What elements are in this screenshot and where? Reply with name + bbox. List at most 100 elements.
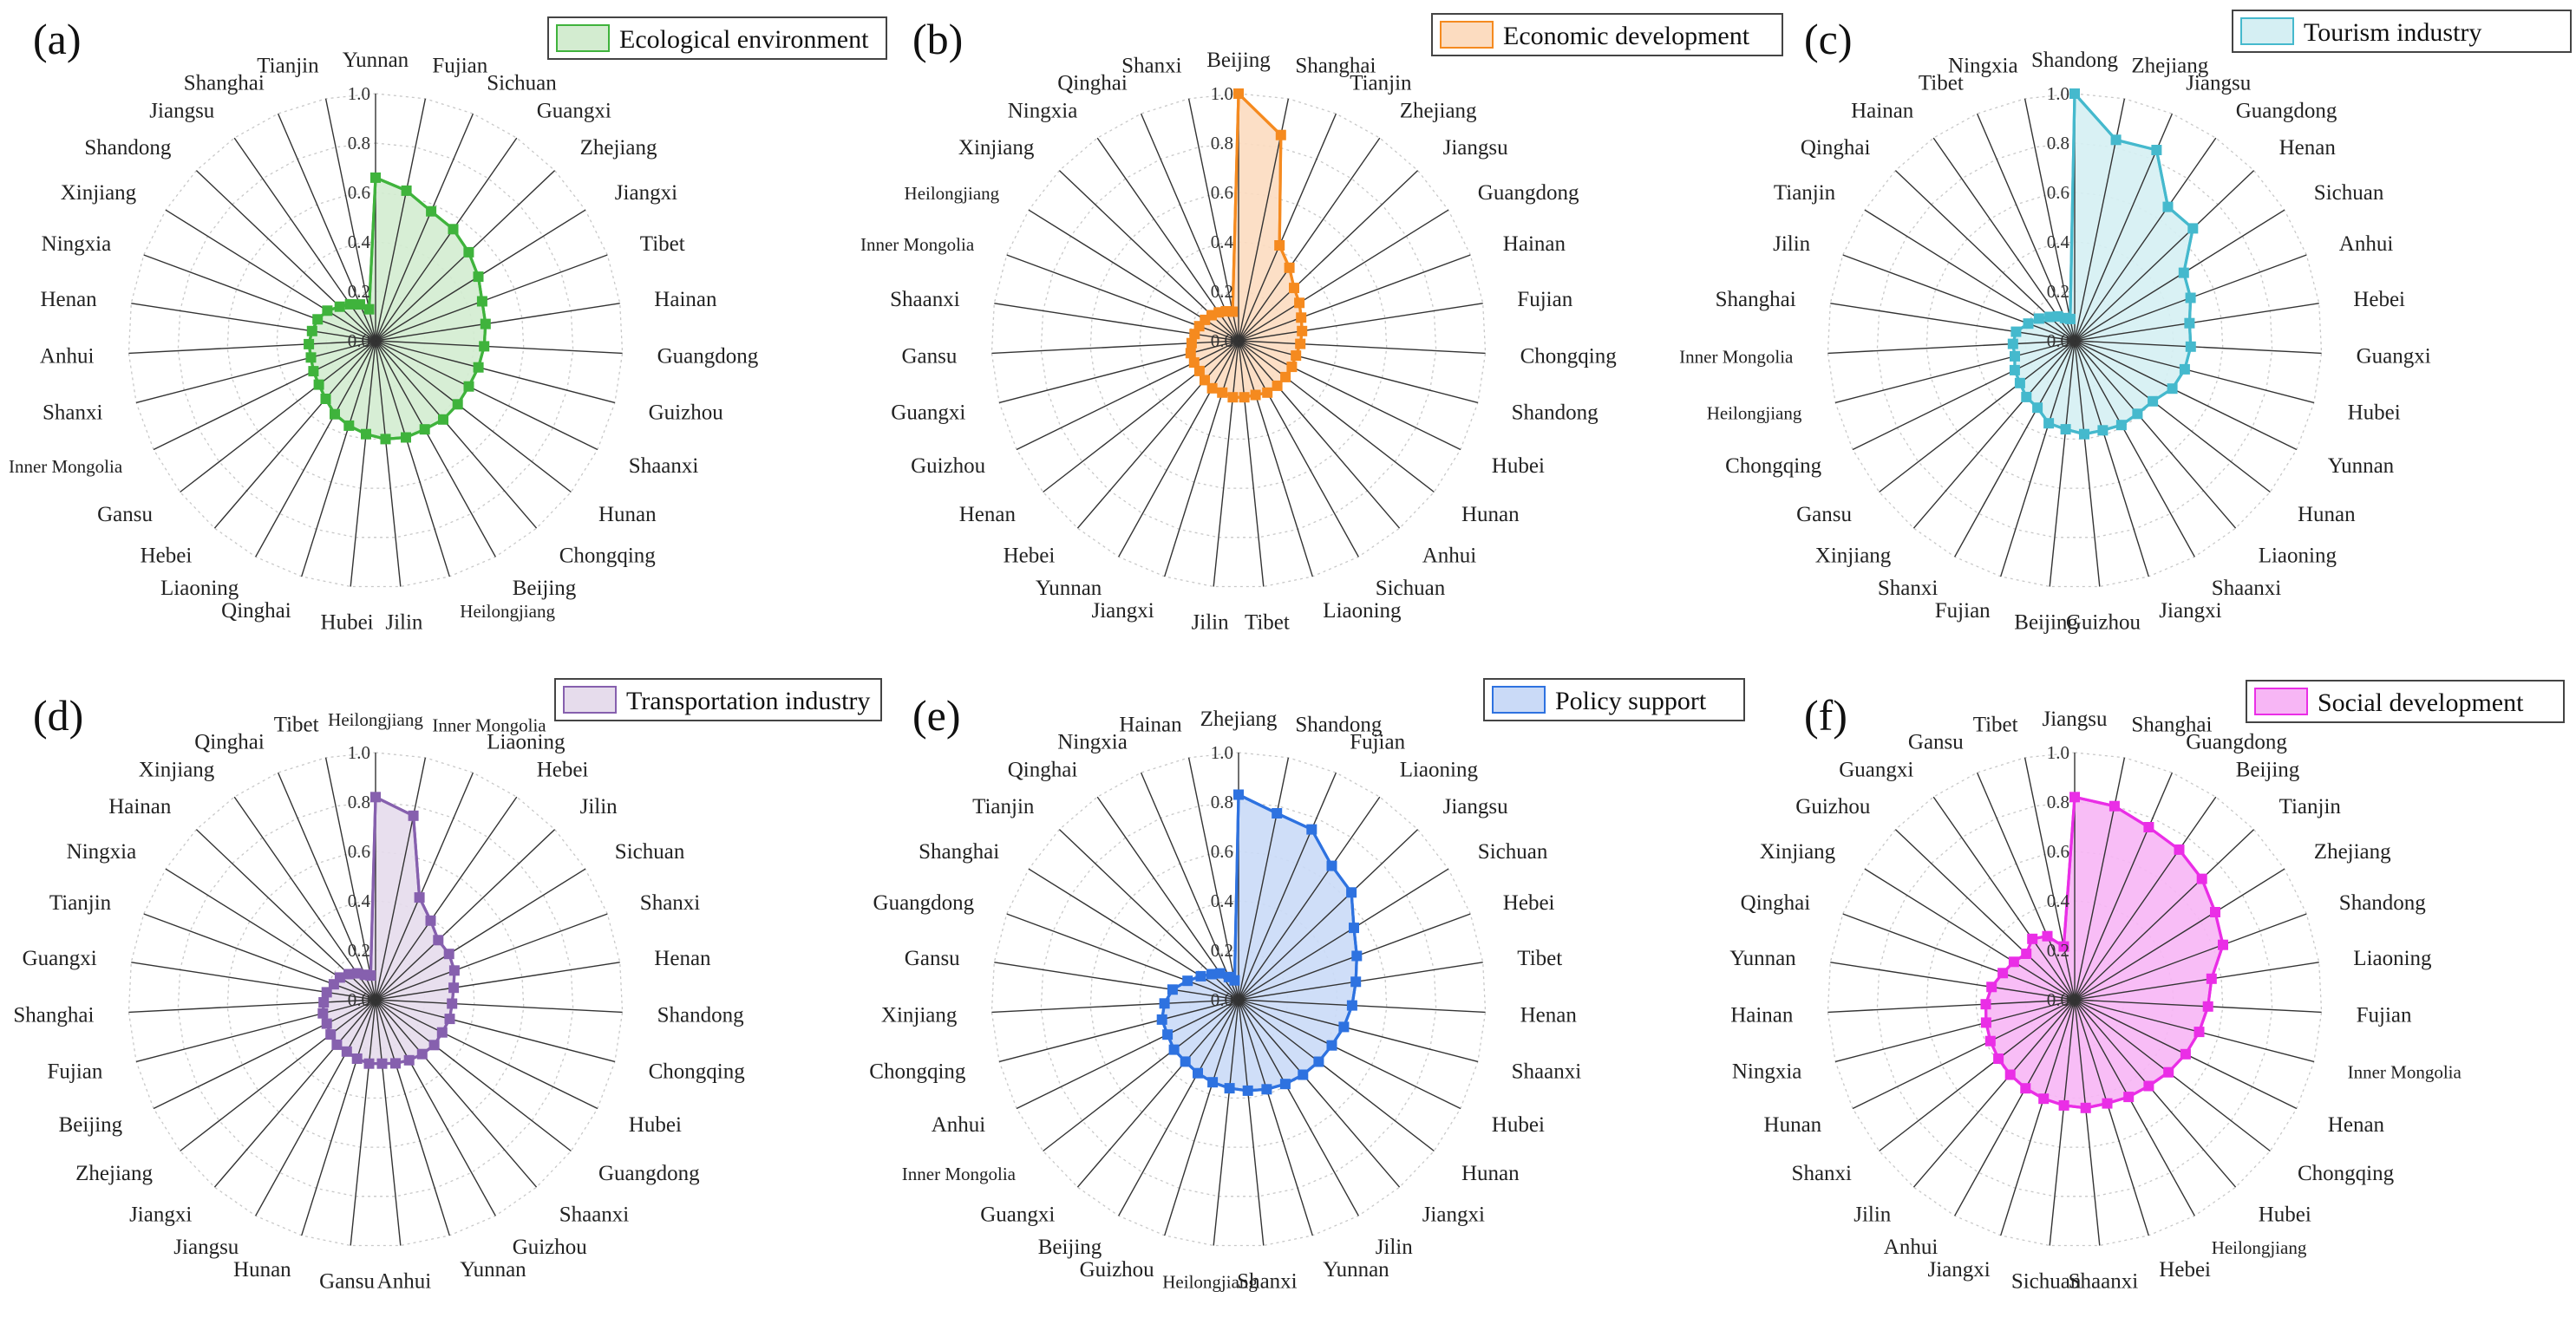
data-point-fujian	[1297, 325, 1308, 336]
data-point-guangxi	[2185, 341, 2196, 352]
data-point-tianjin	[2196, 873, 2207, 884]
data-point-beijing	[419, 424, 430, 435]
grid-ring	[276, 900, 475, 1099]
data-point-yunnan	[1986, 982, 1997, 993]
category-label: Shanxi	[1792, 1162, 1853, 1185]
category-label: Hubei	[1492, 1113, 1545, 1137]
tick-label: 0.0	[1211, 989, 1233, 1010]
category-label: Shanghai	[919, 840, 999, 864]
data-point-xinjiang	[2008, 956, 2019, 968]
data-point-guangdong	[1294, 297, 1305, 309]
spoke-gansu	[991, 340, 1239, 355]
data-point-zhejiang	[2210, 907, 2220, 917]
data-point-zhejiang	[2110, 134, 2122, 146]
spoke-anhui	[375, 999, 402, 1246]
spoke-shandong	[195, 170, 376, 342]
spoke-anhui	[1238, 340, 1401, 529]
data-point-guizhou	[2079, 428, 2089, 440]
tick-label: 0.0	[348, 989, 370, 1010]
data-point-liaoning	[414, 892, 425, 903]
spoke-tianjin	[324, 98, 376, 342]
category-label: Hebei	[141, 545, 193, 568]
category-label: Shaanxi	[629, 454, 699, 478]
spoke-jilin	[1213, 340, 1239, 587]
data-point-zhejiang	[1284, 262, 1295, 273]
data-point-liaoning	[1326, 860, 1337, 871]
category-label: Gansu	[902, 345, 958, 369]
category-label: Jiangxi	[1927, 1258, 1990, 1282]
category-label: Zhejiang	[2131, 55, 2208, 78]
spoke-zhejiang	[180, 999, 376, 1152]
spoke-hebei	[2074, 303, 2319, 342]
spoke-hainan	[375, 303, 620, 342]
spoke-gansu	[1879, 340, 2076, 493]
data-point-shanxi	[305, 352, 317, 363]
spoke-guizhou	[375, 999, 496, 1216]
category-label: Yunnan	[1323, 1258, 1389, 1282]
spoke-hebei	[2074, 999, 2149, 1236]
category-label: Tibet	[1973, 714, 2018, 737]
category-label: Tianjin	[1350, 71, 1412, 95]
category-label: Xinjiang	[1760, 840, 1836, 864]
category-label: Liaoning	[1400, 758, 1479, 781]
spoke-xinjiang	[165, 209, 376, 342]
category-label: Tibet	[640, 232, 685, 256]
data-point-shandong	[1291, 350, 1302, 362]
spoke-shanxi	[1187, 98, 1239, 342]
spoke-anhui	[128, 340, 376, 355]
panel-letter: (c)	[1804, 15, 1853, 63]
category-label: Jiangxi	[129, 1203, 192, 1227]
data-point-hebei	[1200, 375, 1210, 386]
data-point-liaoning	[2132, 408, 2143, 420]
category-label: Qinghai	[1057, 71, 1128, 95]
category-label: Yunnan	[460, 1258, 526, 1282]
data-point-hubei	[361, 428, 371, 440]
category-label: Guizhou	[649, 401, 724, 425]
data-point-qinghai	[1214, 968, 1226, 979]
spoke-anhui	[1016, 999, 1239, 1110]
category-label: Shaanxi	[559, 1203, 630, 1227]
data-point-anhui	[1162, 1029, 1174, 1040]
category-label: Beijing	[2236, 758, 2300, 781]
grid-ring	[1040, 801, 1437, 1197]
legend-swatch	[2240, 17, 2294, 45]
spoke-chongqing	[998, 999, 1239, 1063]
spoke-sichuan	[1238, 868, 1449, 1001]
category-label: Hainan	[1119, 714, 1182, 737]
data-point-shandong	[334, 301, 345, 312]
spoke-hubei	[350, 340, 376, 587]
data-point-hebei	[425, 915, 436, 926]
spoke-liaoning	[255, 340, 376, 558]
category-label: Shanxi	[640, 891, 701, 915]
spoke-yunnan	[2074, 340, 2298, 451]
data-point-gansu	[2042, 930, 2053, 942]
spoke-shanxi	[135, 340, 376, 404]
category-label: Zhejiang	[580, 136, 657, 160]
spoke-jilin	[375, 829, 556, 1001]
data-point-tibet	[1239, 392, 1250, 403]
tick-label: 0.8	[1211, 133, 1233, 153]
category-label: Guangxi	[537, 99, 611, 122]
tick-label: 0.6	[2047, 841, 2069, 862]
spoke-ningxia	[2024, 98, 2076, 342]
data-point-zhejiang	[1233, 789, 1244, 800]
data-point-tianjin	[363, 303, 375, 315]
category-label: Ningxia	[42, 232, 112, 256]
spoke-yunnan	[1238, 999, 1313, 1236]
data-point-shandong	[1272, 808, 1283, 819]
spoke-liaoning	[2074, 962, 2319, 1001]
data-point-liaoning	[2206, 973, 2217, 984]
spoke-shandong	[2074, 913, 2307, 1001]
category-label: Gansu	[319, 1269, 375, 1293]
data-point-yunnan	[2167, 383, 2178, 395]
category-label: Gansu	[1796, 503, 1852, 526]
category-label: Henan	[2279, 136, 2337, 160]
data-point-ningxia	[312, 314, 324, 325]
spoke-beijing	[2074, 796, 2217, 1001]
spoke-shanghai	[1028, 868, 1239, 1001]
data-point-anhui	[2020, 1083, 2031, 1094]
category-label: Shaanxi	[890, 288, 960, 311]
category-label: Shaanxi	[2212, 577, 2282, 600]
data-point-jilin	[2023, 318, 2034, 329]
